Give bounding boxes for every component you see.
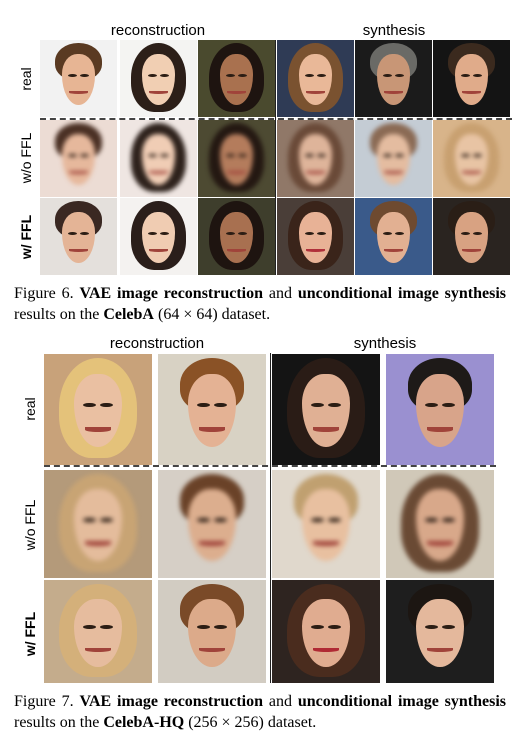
fig6-caption: Figure 6. VAE image reconstruction and u… (14, 283, 506, 325)
fig7-caption-t4: results on the (14, 714, 100, 731)
fig6-row-label-without-ffl: w/o FFL (18, 132, 34, 184)
fig7-caption-t5: CelebA-HQ (103, 714, 185, 731)
fig6-face-image (277, 40, 354, 117)
fig6-face-image (433, 120, 510, 197)
fig7-face-image (272, 470, 380, 578)
fig7-column-divider (270, 353, 271, 683)
fig6-face-image (40, 40, 117, 117)
fig6-face-image (277, 120, 354, 197)
fig7-face-image (272, 354, 380, 465)
fig6-caption-t5: CelebA (103, 306, 154, 323)
fig6-face-image (120, 120, 197, 197)
fig7-header-synthesis: synthesis (353, 335, 417, 352)
fig7-face-image (386, 354, 494, 465)
fig6-face-image (355, 120, 432, 197)
fig7-caption-prefix: Figure 7. (14, 693, 74, 710)
fig6-caption-prefix: Figure 6. (14, 285, 74, 302)
fig7-face-image (386, 470, 494, 578)
fig7-face-image (44, 580, 152, 683)
fig7-caption-t1: VAE image reconstruction (79, 693, 264, 710)
fig6-row-divider (40, 118, 512, 120)
fig7-face-image (158, 354, 266, 465)
fig6-face-image (355, 198, 432, 275)
fig6-row-label-with-ffl: w/ FFL (18, 214, 34, 260)
fig7-face-image (158, 470, 266, 578)
fig6-face-image (277, 198, 354, 275)
fig6-face-image (198, 40, 275, 117)
fig6-caption-t4: results on the (14, 306, 100, 323)
fig7-header-reconstruction: reconstruction (109, 335, 205, 352)
fig7-row-label-without-ffl: w/o FFL (22, 499, 38, 551)
fig6-face-image (198, 120, 275, 197)
fig7-face-image (386, 580, 494, 683)
fig6-caption-t6: (64 × 64) dataset. (157, 306, 271, 323)
fig6-row-label-real: real (18, 67, 34, 91)
fig7-caption-t3: unconditional image synthesis (297, 693, 507, 710)
fig7-caption-t2: and (268, 693, 292, 710)
fig7-face-image (44, 354, 152, 465)
fig7-row-label-with-ffl: w/ FFL (22, 611, 38, 657)
fig6-face-image (40, 120, 117, 197)
fig6-face-image (433, 40, 510, 117)
fig7-caption: Figure 7. VAE image reconstruction and u… (14, 691, 506, 733)
fig6-caption-t3: unconditional image synthesis (297, 285, 507, 302)
fig6-face-image (40, 198, 117, 275)
fig6-caption-t2: and (268, 285, 292, 302)
fig6-header-reconstruction: reconstruction (110, 22, 206, 39)
fig7-face-image (272, 580, 380, 683)
fig7-caption-t6: (256 × 256) dataset. (188, 714, 317, 731)
fig6-face-image (355, 40, 432, 117)
fig6-face-image (198, 198, 275, 275)
fig6-face-image (433, 198, 510, 275)
fig7-face-image (158, 580, 266, 683)
fig6-face-image (120, 198, 197, 275)
fig7-face-image (44, 470, 152, 578)
fig6-face-image (120, 40, 197, 117)
fig7-row-label-real: real (22, 397, 38, 421)
fig6-header-synthesis: synthesis (362, 22, 426, 39)
fig6-caption-t1: VAE image reconstruction (79, 285, 264, 302)
fig6-column-divider (275, 40, 276, 275)
